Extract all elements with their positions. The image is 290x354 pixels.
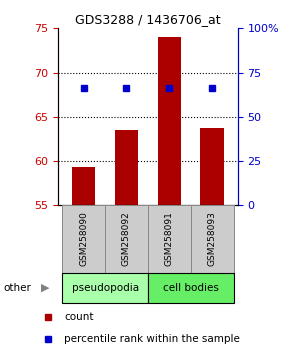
Bar: [105, 205, 148, 273]
Bar: [191, 205, 233, 273]
Text: GSM258092: GSM258092: [122, 212, 131, 266]
Bar: [200, 128, 224, 205]
Text: cell bodies: cell bodies: [163, 282, 219, 293]
Text: GSM258090: GSM258090: [79, 211, 88, 267]
Text: ▶: ▶: [41, 282, 49, 293]
Text: count: count: [64, 312, 94, 322]
Text: GSM258093: GSM258093: [208, 211, 217, 267]
Bar: [157, 37, 181, 205]
Bar: [62, 205, 105, 273]
Text: GSM258091: GSM258091: [165, 211, 174, 267]
Bar: [72, 167, 95, 205]
Bar: [62, 273, 148, 303]
Title: GDS3288 / 1436706_at: GDS3288 / 1436706_at: [75, 13, 221, 26]
Text: percentile rank within the sample: percentile rank within the sample: [64, 335, 240, 344]
Text: pseudopodia: pseudopodia: [72, 282, 139, 293]
Text: other: other: [3, 282, 31, 293]
Bar: [148, 273, 233, 303]
Bar: [148, 205, 191, 273]
Bar: [115, 130, 138, 205]
